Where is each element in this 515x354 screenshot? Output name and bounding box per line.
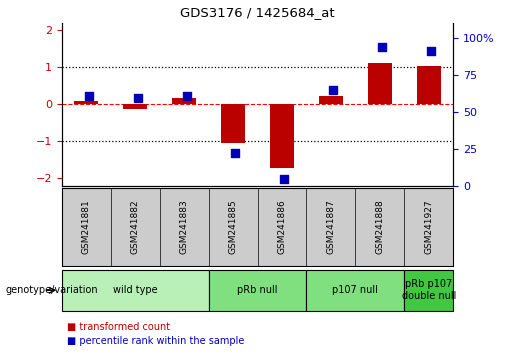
Point [427,48,435,53]
Text: GSM241888: GSM241888 [375,199,384,254]
Point [182,93,191,99]
Text: p107 null: p107 null [332,285,379,295]
Text: GSM241886: GSM241886 [278,199,286,254]
Text: wild type: wild type [113,285,158,295]
Point [378,44,386,50]
Text: pRb null: pRb null [237,285,278,295]
Bar [172,98,196,104]
Text: ■ transformed count: ■ transformed count [67,322,170,332]
Bar [270,104,294,168]
Point [231,150,239,156]
Bar [417,65,441,104]
Bar [368,63,392,104]
Bar [306,270,404,311]
Text: GSM241883: GSM241883 [180,199,188,254]
Text: ■ percentile rank within the sample: ■ percentile rank within the sample [67,336,244,346]
Text: genotype/variation: genotype/variation [5,285,98,295]
Point [133,95,142,101]
Bar [404,270,453,311]
Bar [74,102,98,104]
Bar [62,270,209,311]
Bar [123,104,147,109]
Bar [209,270,306,311]
Title: GDS3176 / 1425684_at: GDS3176 / 1425684_at [180,6,335,19]
Text: GSM241882: GSM241882 [131,199,140,254]
Text: GSM241885: GSM241885 [229,199,237,254]
Point [84,93,93,99]
Bar [319,96,343,104]
Text: GSM241887: GSM241887 [327,199,335,254]
Text: pRb p107
double null: pRb p107 double null [402,279,456,301]
Text: GSM241927: GSM241927 [424,199,433,254]
Point [329,87,337,93]
Bar [221,104,245,143]
Text: GSM241881: GSM241881 [82,199,91,254]
Point [280,176,288,182]
